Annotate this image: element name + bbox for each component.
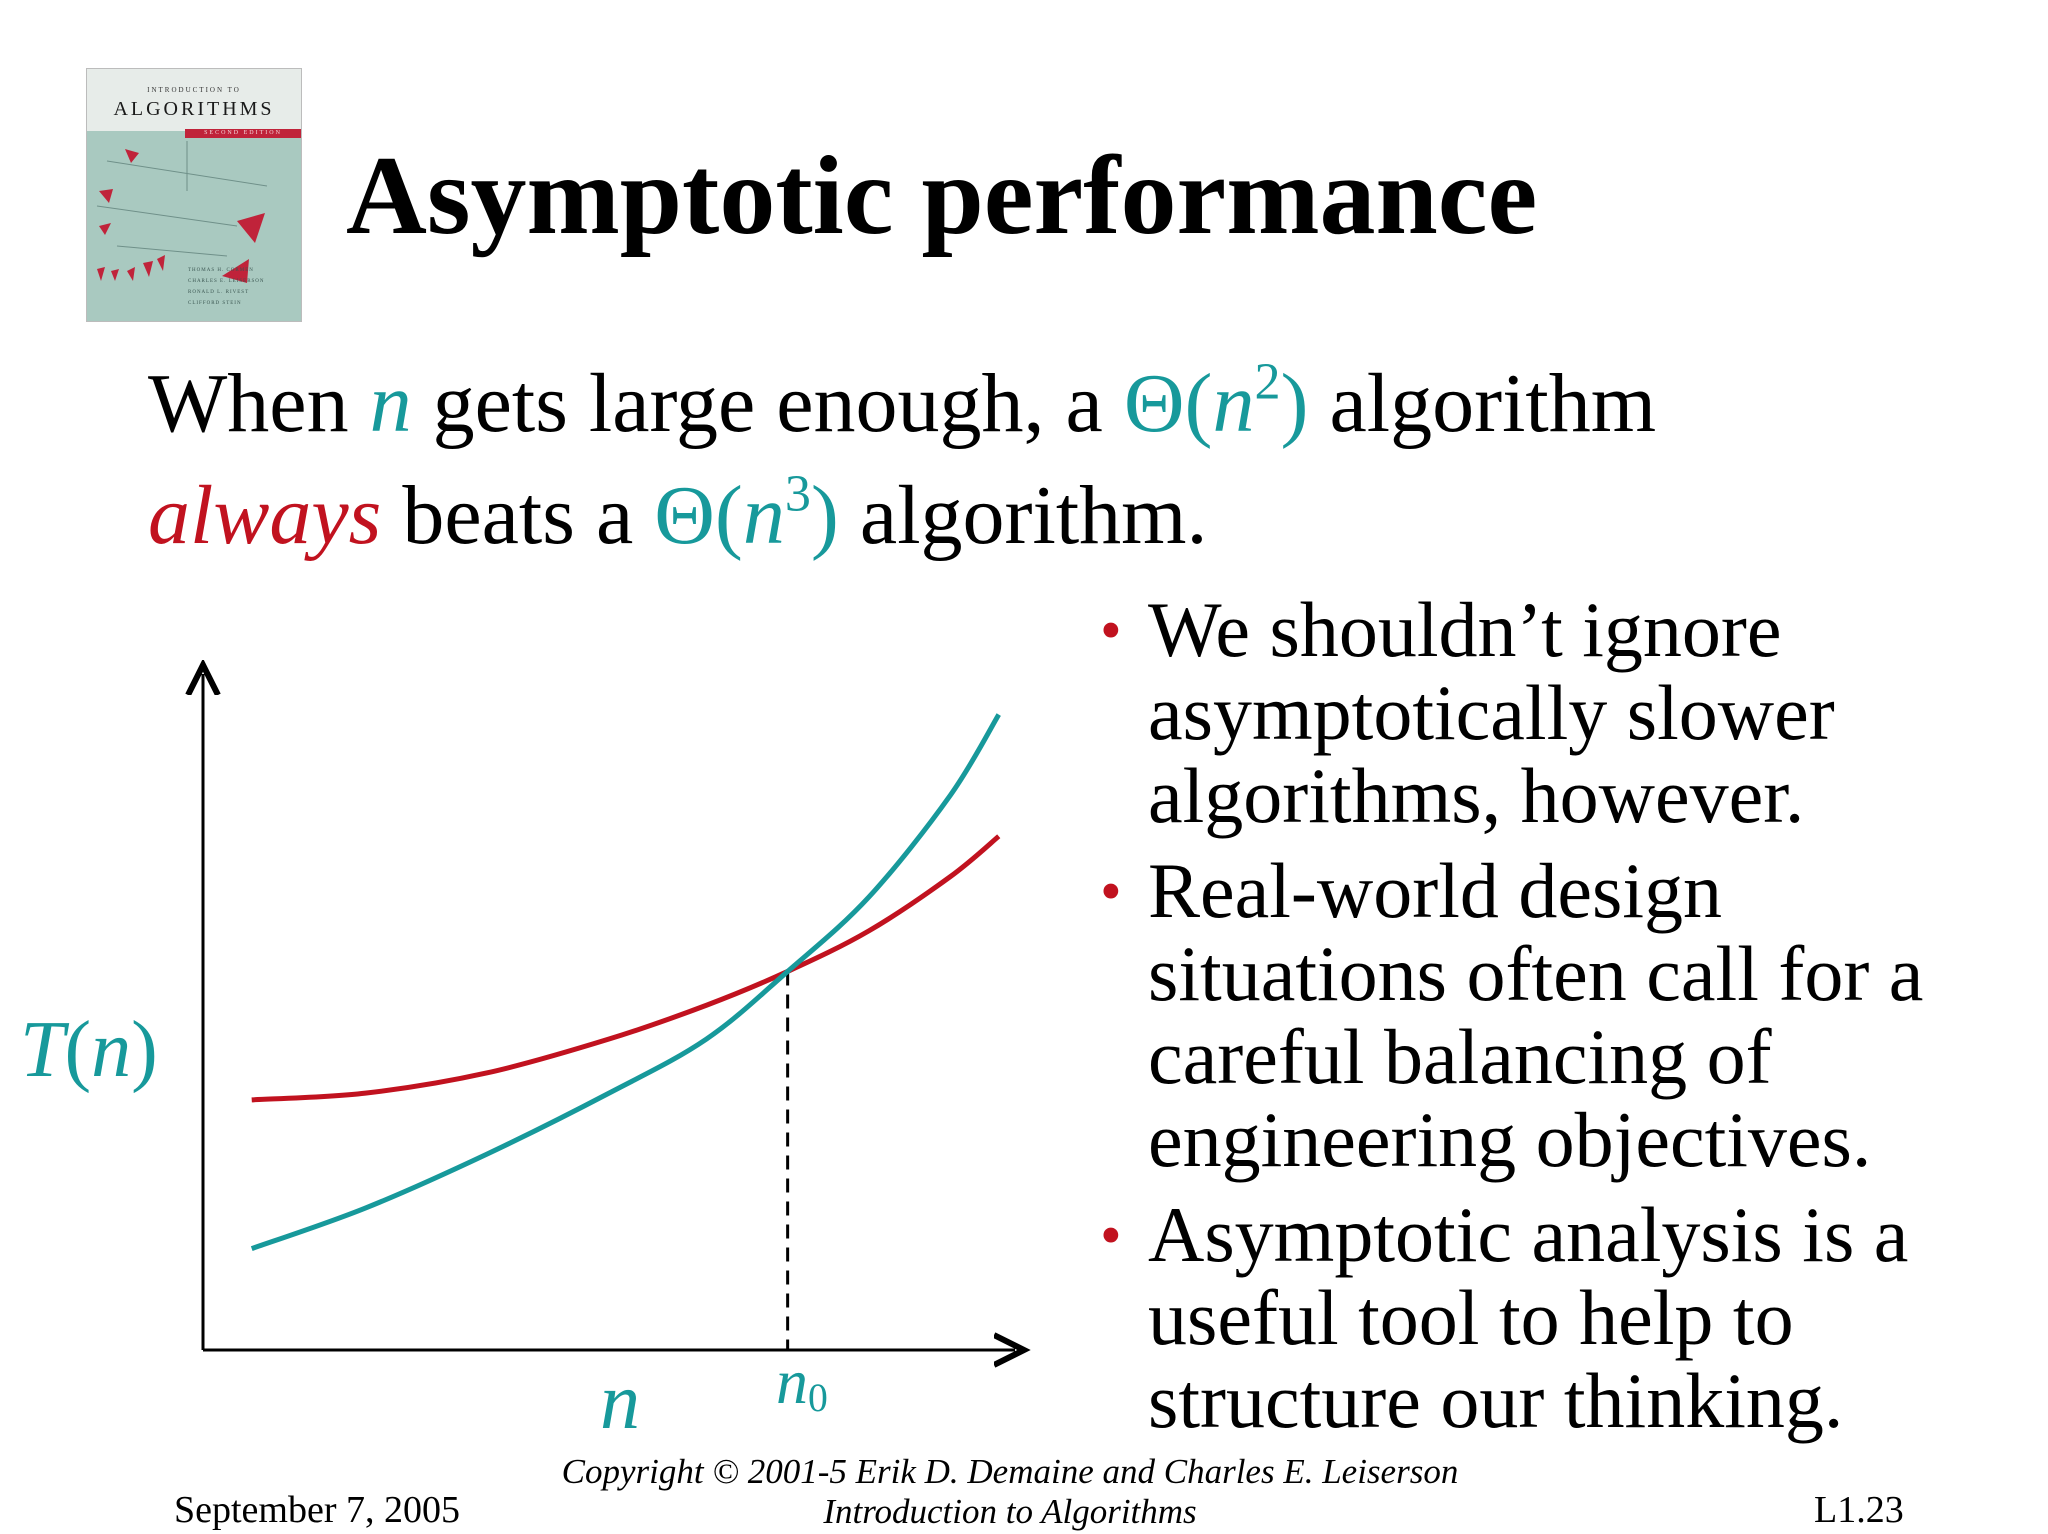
statement-exponent: 3 [784,465,811,523]
statement-n: n [369,357,412,450]
bullet-text: We shouldn’t ignore asymptotically slowe… [1148,586,1835,839]
y-axis-label: T(n) [20,1006,158,1094]
slide-title: Asymptotic performance [346,134,1538,258]
cover-title-text: ALGORITHMS [113,98,275,120]
cover-edition-band: SECOND EDITION [185,129,301,138]
cover-top-band [87,69,301,131]
book-cover-logo: INTRODUCTION TO ALGORITHMS SECOND EDITIO… [86,68,302,322]
x-axis-label: n [600,1358,640,1446]
cover-author: RONALD L. RIVEST [188,290,250,295]
statement-text: gets large enough, a [411,357,1124,450]
statement-always: always [148,469,382,562]
slide-statement: When n gets large enough, a Θ(n2) algori… [148,348,1948,572]
y-label-n: n [91,1006,132,1094]
series-group [250,713,1001,1251]
bullet-list: • We shouldn’t ignore asymptotically slow… [1100,588,2040,1454]
bullet-item: • We shouldn’t ignore asymptotically slow… [1100,588,2040,837]
series-line-0 [251,834,1001,1103]
y-label-t: T [20,1006,65,1094]
statement-n: n [742,469,785,562]
cover-author: THOMAS H. CORMEN [188,268,254,273]
n0-annotation: n0 [776,1346,828,1420]
statement-text: When [148,357,370,450]
growth-chart [0,660,1060,1460]
cover-author: CHARLES E. LEISERSON [188,279,265,284]
footer-copyright: Copyright © 2001-5 Erik D. Demaine and C… [561,1452,1459,1491]
bullet-dot: • [1100,858,1122,926]
footer-book-title: Introduction to Algorithms [823,1492,1197,1531]
bullet-text: Real-world design situations often call … [1148,847,1924,1183]
statement-text: algorithm [1308,357,1657,450]
statement-exponent: 2 [1254,353,1281,411]
cover-author: CLIFFORD STEIN [188,301,242,306]
statement-text: beats a [381,469,655,562]
footer-date: September 7, 2005 [174,1489,461,1531]
bullet-item: • Real-world design situations often call… [1100,849,2040,1181]
cover-authors: THOMAS H. CORMEN CHARLES E. LEISERSON RO… [188,265,293,309]
statement-theta: Θ( [1123,357,1213,450]
footer-copyright-block: Copyright © 2001-5 Erik D. Demaine and C… [560,1452,1460,1532]
bullet-item: • Asymptotic analysis is a useful tool to… [1100,1193,2040,1442]
statement-close-paren: ) [1280,357,1309,450]
bullet-text: Asymptotic analysis is a useful tool to … [1148,1191,1909,1444]
cover-mobile-art [96,141,268,283]
statement-n: n [1212,357,1255,450]
footer-page-number: L1.23 [1814,1489,1904,1531]
bullet-dot: • [1100,1202,1122,1270]
cover-intro-text: INTRODUCTION TO [147,86,241,94]
bullet-dot: • [1100,597,1122,665]
statement-text: algorithm. [838,469,1208,562]
n0-subscript: 0 [808,1375,828,1420]
statement-theta: Θ( [654,469,743,562]
series-line-1 [250,713,1001,1251]
statement-close-paren: ) [810,469,839,562]
